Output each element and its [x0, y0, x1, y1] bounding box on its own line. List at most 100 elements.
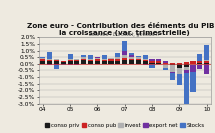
Bar [190, 72, 195, 92]
Bar [47, 59, 52, 60]
Bar [122, 60, 127, 64]
Bar [136, 57, 141, 59]
Bar [149, 63, 155, 64]
Bar [61, 64, 66, 65]
Bar [68, 59, 73, 60]
Bar [184, 70, 189, 73]
Bar [61, 61, 66, 62]
Bar [68, 64, 73, 65]
Bar [136, 56, 141, 57]
Bar [204, 64, 209, 74]
Bar [102, 59, 107, 60]
Bar [204, 60, 209, 61]
Bar [81, 55, 86, 57]
Text: Sources : Eurostat, gecoda.fr: Sources : Eurostat, gecoda.fr [89, 32, 160, 37]
Bar [54, 61, 59, 64]
Bar [102, 55, 107, 59]
Bar [68, 54, 73, 59]
Title: Zone euro - Contribution des éléments du PIB à
la croissance (var. trimestrielle: Zone euro - Contribution des éléments du… [27, 23, 215, 36]
Bar [95, 58, 100, 59]
Bar [170, 72, 175, 73]
Bar [81, 59, 86, 60]
Bar [122, 51, 127, 55]
Bar [177, 64, 182, 68]
Bar [68, 61, 73, 64]
Bar [129, 59, 134, 60]
Bar [47, 52, 52, 59]
Bar [204, 61, 209, 63]
Bar [184, 73, 189, 106]
Bar [122, 41, 127, 51]
Bar [129, 53, 134, 55]
Bar [88, 60, 93, 61]
Bar [156, 59, 161, 61]
Bar [143, 59, 148, 60]
Bar [129, 57, 134, 59]
Bar [204, 63, 209, 64]
Bar [74, 64, 80, 65]
Bar [115, 53, 120, 57]
Bar [156, 64, 161, 65]
Bar [197, 63, 202, 64]
Bar [122, 58, 127, 60]
Bar [143, 64, 148, 65]
Bar [170, 65, 175, 72]
Bar [61, 62, 66, 64]
Bar [190, 64, 195, 65]
Bar [109, 59, 114, 61]
Bar [197, 64, 202, 65]
Legend: conso priv, conso pub, invest, export net, Stocks: conso priv, conso pub, invest, export ne… [43, 121, 207, 131]
Bar [47, 61, 52, 64]
Bar [177, 68, 182, 74]
Bar [95, 59, 100, 61]
Bar [197, 65, 202, 69]
Bar [170, 73, 175, 80]
Bar [40, 59, 45, 61]
Bar [102, 61, 107, 64]
Bar [170, 64, 175, 65]
Bar [149, 59, 155, 61]
Bar [163, 61, 168, 63]
Bar [136, 59, 141, 60]
Bar [143, 60, 148, 61]
Bar [184, 66, 189, 70]
Bar [163, 68, 168, 70]
Bar [149, 61, 155, 63]
Bar [184, 64, 189, 66]
Bar [143, 61, 148, 64]
Bar [68, 60, 73, 61]
Bar [102, 60, 107, 61]
Bar [184, 62, 189, 64]
Bar [54, 60, 59, 61]
Bar [95, 57, 100, 58]
Bar [74, 59, 80, 60]
Bar [47, 60, 52, 61]
Bar [156, 63, 161, 64]
Bar [149, 64, 155, 68]
Bar [163, 64, 168, 68]
Bar [115, 57, 120, 59]
Bar [197, 54, 202, 61]
Bar [74, 61, 80, 64]
Bar [47, 64, 52, 65]
Bar [115, 59, 120, 61]
Bar [54, 59, 59, 60]
Bar [74, 60, 80, 61]
Bar [81, 60, 86, 64]
Bar [136, 60, 141, 64]
Bar [88, 61, 93, 64]
Bar [204, 45, 209, 60]
Bar [190, 65, 195, 72]
Bar [40, 58, 45, 59]
Bar [143, 55, 148, 59]
Bar [88, 55, 93, 59]
Bar [190, 61, 195, 64]
Bar [129, 55, 134, 57]
Bar [156, 61, 161, 63]
Bar [197, 61, 202, 63]
Bar [109, 58, 114, 59]
Bar [170, 63, 175, 64]
Bar [122, 55, 127, 58]
Bar [177, 74, 182, 85]
Bar [95, 61, 100, 64]
